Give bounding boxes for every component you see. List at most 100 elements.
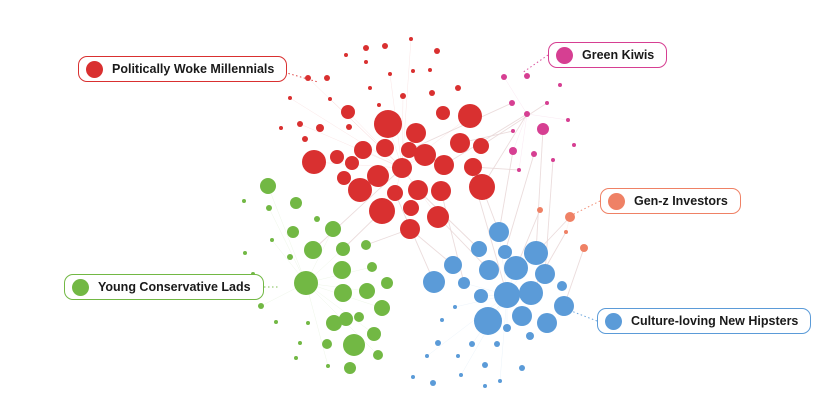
node-hipsters bbox=[519, 281, 543, 305]
leader-line bbox=[521, 54, 549, 74]
legend-label-politically-woke-millennials: Politically Woke Millennials bbox=[78, 56, 288, 82]
node-conservative bbox=[274, 320, 278, 324]
graph-edge bbox=[347, 111, 403, 169]
node-kiwis bbox=[509, 147, 517, 155]
cluster-label-text: Green Kiwis bbox=[582, 48, 655, 62]
node-woke bbox=[368, 86, 372, 90]
node-conservative bbox=[243, 251, 247, 255]
node-hipsters bbox=[471, 241, 487, 257]
node-woke bbox=[411, 69, 415, 73]
node-kiwis bbox=[501, 74, 507, 80]
legend-label-culture-loving-new-hipsters: Culture-loving New Hipsters bbox=[597, 308, 812, 334]
node-woke bbox=[436, 106, 450, 120]
node-woke bbox=[469, 174, 495, 200]
node-kiwis bbox=[537, 123, 549, 135]
node-conservative bbox=[314, 216, 320, 222]
node-hipsters bbox=[479, 260, 499, 280]
node-woke bbox=[348, 178, 372, 202]
node-woke bbox=[344, 53, 348, 57]
node-woke bbox=[464, 158, 482, 176]
node-woke bbox=[328, 97, 332, 101]
node-conservative bbox=[298, 341, 302, 345]
node-hipsters bbox=[537, 313, 557, 333]
graph-edge bbox=[512, 113, 528, 152]
node-woke bbox=[279, 126, 283, 130]
graph-edge bbox=[305, 282, 329, 367]
node-conservative bbox=[270, 238, 274, 242]
graph-edge bbox=[481, 113, 528, 188]
node-kiwis bbox=[511, 129, 515, 133]
node-conservative bbox=[339, 312, 353, 326]
node-kiwis bbox=[572, 143, 576, 147]
node-hipsters bbox=[482, 362, 488, 368]
node-woke bbox=[354, 141, 372, 159]
node-hipsters bbox=[494, 282, 520, 308]
graph-edge bbox=[460, 294, 508, 376]
graph-edge bbox=[518, 113, 528, 171]
graph-edge bbox=[498, 150, 514, 233]
node-kiwis bbox=[531, 151, 537, 157]
node-conservative bbox=[290, 197, 302, 209]
node-conservative bbox=[326, 364, 330, 368]
node-woke bbox=[406, 123, 426, 143]
node-conservative bbox=[381, 277, 393, 289]
node-conservative bbox=[304, 241, 322, 259]
node-woke bbox=[297, 121, 303, 127]
node-woke bbox=[401, 142, 417, 158]
node-kiwis bbox=[524, 111, 530, 117]
node-woke bbox=[288, 96, 292, 100]
node-woke bbox=[473, 138, 489, 154]
node-woke bbox=[434, 155, 454, 175]
node-woke bbox=[302, 150, 326, 174]
node-genz bbox=[564, 230, 568, 234]
node-kiwis bbox=[551, 158, 555, 162]
graph-edge bbox=[401, 95, 404, 169]
node-woke bbox=[431, 181, 451, 201]
node-woke bbox=[408, 180, 428, 200]
node-conservative bbox=[367, 327, 381, 341]
node-woke bbox=[382, 43, 388, 49]
node-woke bbox=[345, 156, 359, 170]
cluster-label-text: Gen-z Investors bbox=[634, 194, 728, 208]
node-hipsters bbox=[494, 341, 500, 347]
node-woke bbox=[400, 93, 406, 99]
node-hipsters bbox=[519, 365, 525, 371]
node-hipsters bbox=[498, 245, 512, 259]
graph-edge bbox=[480, 102, 548, 147]
node-hipsters bbox=[535, 264, 555, 284]
node-conservative bbox=[326, 315, 342, 331]
node-woke bbox=[455, 85, 461, 91]
node-conservative bbox=[266, 205, 272, 211]
node-hipsters bbox=[474, 307, 502, 335]
node-woke bbox=[414, 144, 436, 166]
cluster-color-dot bbox=[72, 278, 89, 296]
node-hipsters bbox=[557, 281, 567, 291]
graph-edge bbox=[504, 153, 535, 253]
graph-edge bbox=[426, 294, 508, 357]
cluster-color-dot bbox=[556, 46, 573, 64]
node-hipsters bbox=[503, 324, 511, 332]
node-conservative bbox=[287, 254, 293, 260]
node-hipsters bbox=[489, 222, 509, 242]
node-woke bbox=[403, 200, 419, 216]
node-kiwis bbox=[566, 118, 570, 122]
cluster-color-dot bbox=[86, 60, 103, 78]
cluster-label-text: Culture-loving New Hipsters bbox=[631, 314, 799, 328]
node-hipsters bbox=[526, 332, 534, 340]
node-hipsters bbox=[430, 380, 436, 386]
node-hipsters bbox=[458, 277, 470, 289]
node-conservative bbox=[325, 221, 341, 237]
node-conservative bbox=[333, 261, 351, 279]
node-hipsters bbox=[423, 271, 445, 293]
node-hipsters bbox=[425, 354, 429, 358]
node-woke bbox=[458, 104, 482, 128]
node-hipsters bbox=[512, 306, 532, 326]
node-hipsters bbox=[435, 340, 441, 346]
node-woke bbox=[377, 103, 381, 107]
node-conservative bbox=[294, 271, 318, 295]
node-kiwis bbox=[558, 83, 562, 87]
node-hipsters bbox=[440, 318, 444, 322]
node-kiwis bbox=[517, 168, 521, 172]
graph-edge bbox=[305, 282, 375, 335]
